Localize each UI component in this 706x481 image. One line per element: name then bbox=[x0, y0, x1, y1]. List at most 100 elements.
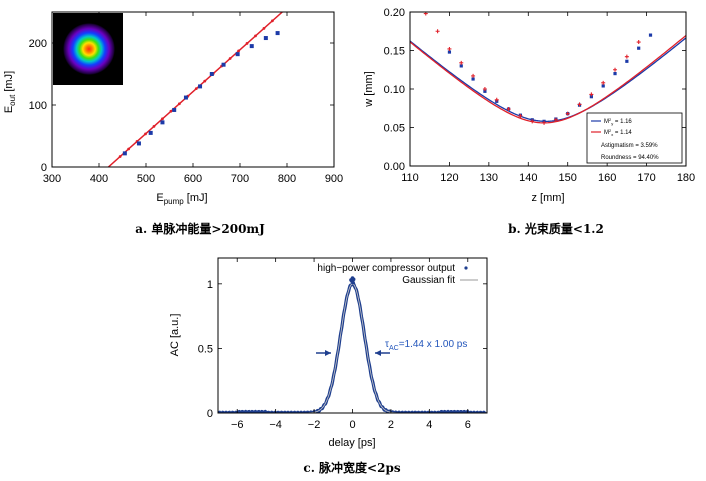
chart-a-fit-marker bbox=[152, 124, 156, 128]
chart-a-point bbox=[160, 120, 165, 125]
chart-a-point bbox=[198, 84, 203, 89]
chart-c-ytick-label: 0.5 bbox=[198, 343, 213, 355]
chart-a-fit-marker bbox=[161, 117, 164, 121]
chart-b-xtick-label: 170 bbox=[637, 172, 655, 184]
chart-c-ytick-label: 0 bbox=[207, 408, 213, 420]
chart-b-point-y-axis bbox=[471, 77, 475, 81]
chart-b-point-y-axis bbox=[648, 33, 653, 37]
chart-b-point-y-axis bbox=[601, 84, 605, 88]
chart-b-xtick-label: 120 bbox=[440, 172, 458, 184]
chart-a-xtick-label: 300 bbox=[43, 173, 61, 185]
chart-b-point-x-axis bbox=[624, 54, 629, 59]
legend-roundness: Roundness = 94.40% bbox=[601, 155, 659, 161]
chart-a-xtick-label: 400 bbox=[90, 173, 108, 185]
chart-b-ytick-label: 0.05 bbox=[384, 123, 405, 135]
chart-b-ytick-label: 0.15 bbox=[384, 46, 405, 58]
chart-a-point bbox=[209, 72, 214, 76]
chart-b-point-x-axis bbox=[447, 46, 452, 51]
chart-b-point-x-axis bbox=[494, 97, 499, 102]
chart-a-plot-area bbox=[51, 11, 335, 168]
chart-b-point-y-axis bbox=[637, 46, 641, 50]
chart-a-fit-marker bbox=[262, 26, 266, 30]
legend-my-label: M2y = 1.16 bbox=[604, 117, 632, 126]
chart-a-ytick-label: 100 bbox=[29, 100, 47, 112]
chart-c-xlabel: delay [ps] bbox=[328, 437, 375, 449]
chart-b-point-x-axis bbox=[542, 120, 547, 125]
chart-b-ytick-label: 0.20 bbox=[384, 7, 405, 19]
legend-gaussian-fit: Gaussian fit bbox=[402, 275, 455, 286]
chart-c-xtick-label: 0 bbox=[349, 419, 355, 431]
chart-a-caption: a. 单脉冲能量>200mJ bbox=[135, 221, 265, 236]
legend-mx-label: M2x = 1.14 bbox=[604, 128, 632, 137]
chart-b-xtick-label: 180 bbox=[677, 172, 695, 184]
chart-b-point-y-axis bbox=[589, 95, 593, 99]
chart-c-xtick-label: −6 bbox=[231, 419, 244, 431]
chart-a-inset-beam-profile bbox=[53, 13, 123, 85]
chart-b-xtick-label: 130 bbox=[480, 172, 498, 184]
chart-a-fit-marker bbox=[127, 147, 131, 151]
chart-a-point bbox=[221, 62, 226, 67]
chart-a-point bbox=[235, 52, 240, 57]
fwhm-arrow-right bbox=[375, 350, 390, 356]
chart-a-fit-marker bbox=[203, 79, 207, 83]
chart-b-xtick-label: 110 bbox=[401, 172, 419, 184]
chart-c-annotation: τAC=1.44 x 1.00 ps bbox=[385, 339, 467, 352]
chart-a-fit-marker bbox=[169, 109, 173, 113]
chart-b-point-y-axis bbox=[459, 64, 463, 68]
chart-b-fit-x-axis bbox=[410, 34, 686, 124]
chart-b-ytick-label: 0.00 bbox=[384, 161, 405, 173]
chart-c: −6 −4 −2 0 2 4 6 0 0.5 1 delay [ps] AC [a.u.] hi… bbox=[169, 257, 488, 475]
chart-c-peak-point bbox=[351, 280, 355, 285]
chart-b-point-x-axis bbox=[530, 119, 535, 124]
chart-c-xtick-label: −4 bbox=[269, 419, 282, 431]
chart-b-ytick-label: 0.10 bbox=[384, 84, 405, 96]
chart-b-xlabel: z [mm] bbox=[532, 192, 565, 204]
chart-a-xtick-label: 800 bbox=[278, 173, 296, 185]
chart-b-point-x-axis bbox=[459, 60, 464, 65]
chart-b-point-x-axis bbox=[613, 67, 618, 72]
chart-c-xtick-label: 2 bbox=[388, 419, 394, 431]
chart-c-xtick-label: 6 bbox=[465, 419, 471, 431]
chart-b-xtick-label: 140 bbox=[519, 172, 537, 184]
chart-a-xtick-label: 600 bbox=[184, 173, 202, 185]
chart-b-point-x-axis bbox=[482, 87, 487, 91]
chart-a-point bbox=[183, 95, 188, 100]
chart-b-point-x-axis bbox=[636, 40, 641, 45]
chart-a-ytick-label: 200 bbox=[29, 38, 47, 50]
chart-a-fit-marker bbox=[177, 102, 181, 106]
chart-b-legend: M2y = 1.16 M2x = 1.14 Astigmatism = 3.59… bbox=[586, 112, 683, 164]
chart-a-fit-marker bbox=[245, 42, 249, 45]
chart-b-point-y-axis bbox=[447, 50, 452, 54]
chart-a-xtick-label: 700 bbox=[231, 173, 249, 185]
chart-b: 110 120 130 140 150 160 170 180 0.00 0.05 0.10 0.1… bbox=[363, 7, 695, 236]
chart-a-fit-marker bbox=[271, 19, 274, 23]
chart-a-point bbox=[249, 44, 254, 49]
chart-a-xtick-label: 500 bbox=[137, 173, 155, 185]
chart-c-caption: c. 脉冲宽度<2ps bbox=[303, 460, 400, 475]
chart-b-point-x-axis bbox=[471, 73, 476, 78]
fwhm-arrow-left bbox=[316, 350, 331, 356]
chart-b-point-x-axis bbox=[518, 113, 523, 118]
chart-a-point bbox=[122, 151, 127, 156]
chart-a-fit-marker bbox=[237, 49, 240, 53]
chart-a-fit-marker bbox=[118, 155, 122, 158]
chart-b-xtick-label: 160 bbox=[598, 172, 616, 184]
chart-b-point-y-axis bbox=[613, 72, 617, 76]
chart-b-ylabel: w [mm] bbox=[363, 71, 375, 107]
chart-c-legend: high−power compressor output Gaussian fi… bbox=[317, 263, 478, 286]
chart-b-point-x-axis bbox=[435, 29, 440, 34]
chart-a-fit-marker bbox=[194, 87, 198, 91]
chart-a-point bbox=[148, 130, 153, 135]
chart-b-point-x-axis bbox=[577, 102, 582, 107]
legend-astigmatism: Astigmatism = 3.59% bbox=[601, 143, 658, 149]
chart-a-fit-marker bbox=[228, 57, 232, 60]
chart-c-ytick-label: 1 bbox=[207, 279, 213, 291]
chart-a-xlabel: Epump [mJ] bbox=[156, 192, 207, 206]
chart-a-ylabel: Eout [mJ] bbox=[3, 71, 17, 113]
chart-b-point-x-axis bbox=[565, 111, 570, 116]
chart-a-point bbox=[172, 107, 177, 112]
chart-a-fit-marker bbox=[144, 132, 147, 136]
chart-b-point-x-axis bbox=[553, 117, 558, 122]
chart-a-xtick-label: 900 bbox=[325, 173, 343, 185]
legend-compressor-marker bbox=[464, 266, 468, 270]
